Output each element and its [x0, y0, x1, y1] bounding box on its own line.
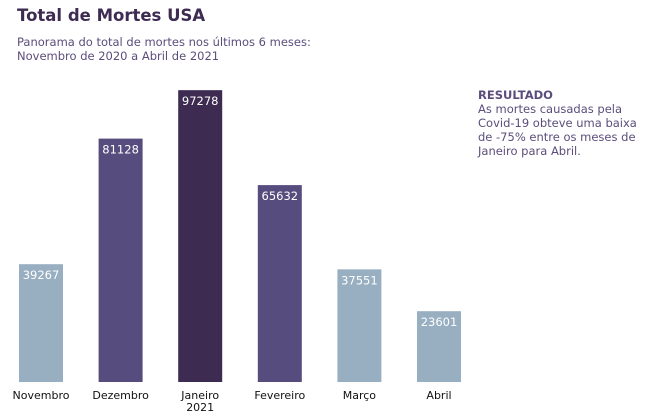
chart-title: Total de Mortes USA — [17, 6, 206, 25]
annotation-heading: RESULTADO — [478, 88, 553, 102]
bar-value-label-3: 65632 — [262, 189, 299, 203]
bar-value-label-1: 81128 — [102, 143, 139, 157]
bar-0 — [19, 264, 63, 382]
x-tick-label-1: Dezembro — [92, 389, 149, 402]
subtitle-line-1: Panorama do total de mortes nos últimos … — [17, 35, 311, 49]
annotation-text: As mortes causadas pela Covid-19 obteve … — [478, 102, 637, 158]
subtitle-line-2: Novembro de 2020 a Abril de 2021 — [17, 49, 220, 63]
bar-value-label-0: 39267 — [23, 268, 60, 282]
result-annotation: RESULTADO As mortes causadas pela Covid-… — [478, 88, 653, 158]
x-tick-label-4: Março — [343, 389, 377, 402]
bar-2 — [178, 90, 223, 382]
chart-subtitle: Panorama do total de mortes nos últimos … — [17, 35, 311, 63]
x-tick-label-2-line-1: 2021 — [186, 401, 214, 414]
x-tick-label-3: Fevereiro — [254, 389, 305, 402]
x-tick-label-0: Novembro — [13, 389, 70, 402]
x-tick-label-2-line-0: Janeiro — [180, 389, 219, 402]
x-tick-label-5: Abril — [426, 389, 451, 402]
bar-5 — [417, 311, 461, 382]
bar-3 — [257, 185, 302, 382]
bar-1 — [98, 138, 143, 382]
bar-value-label-4: 37551 — [341, 273, 378, 287]
bar-value-label-5: 23601 — [421, 315, 458, 329]
bar-value-label-2: 97278 — [182, 94, 219, 108]
bar-4 — [337, 269, 382, 382]
